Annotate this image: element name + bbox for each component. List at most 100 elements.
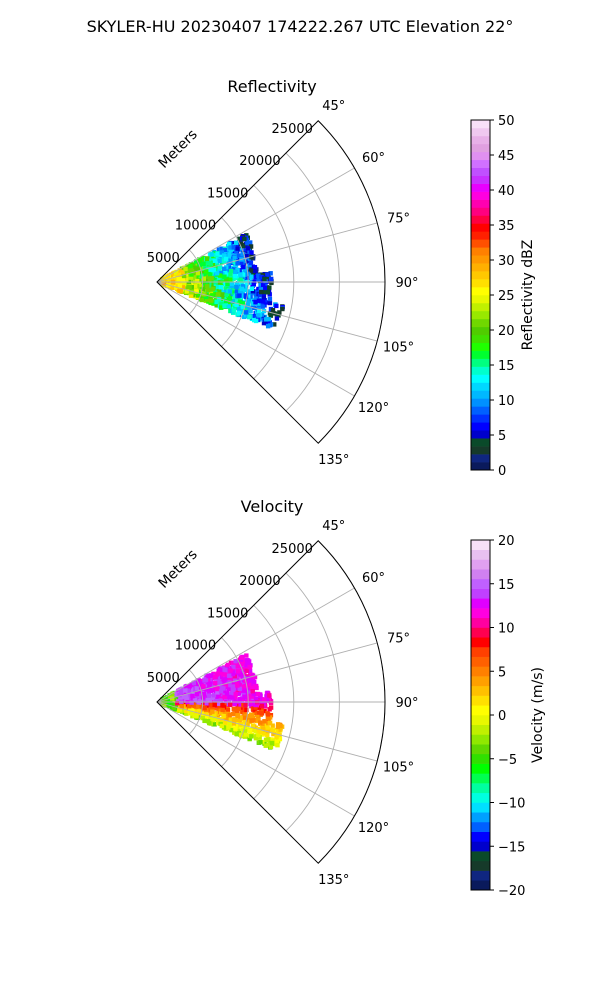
echo-gate [275,722,281,727]
echo-gate [234,731,240,737]
echo-gate [245,721,250,726]
echo-gate [208,673,214,678]
echo-gate [274,303,279,309]
echo-gate [225,662,231,668]
echo-gate [262,285,268,291]
echo-gate [195,686,200,691]
echo-gate [199,282,204,288]
echo-gate [228,296,233,301]
echo-gate [231,245,237,250]
echo-gate [270,308,276,313]
echo-gate [251,268,256,274]
echo-gate [259,312,265,317]
echo-gate [264,300,269,305]
colorbar-swatch [471,382,490,391]
velocity-colorbar: −20 −15 −10 −5 0 5 10 15 20 [470,534,525,899]
echo-gate [249,686,254,691]
colorbar-swatch [471,127,490,137]
echo-gate [226,673,232,678]
echo-gate [201,684,206,689]
echo-gate [216,280,221,285]
angle-tick-label: 90° [395,276,418,291]
echo-gate [238,241,244,246]
echo-gate [259,274,264,280]
colorbar-tick-label: 10 [498,622,515,637]
echo-gate [238,657,244,663]
echo-gate [230,711,236,717]
echo-gate [251,281,256,287]
echo-gate [220,292,225,297]
echo-gate [246,686,251,692]
echo-gate [278,726,283,731]
echo-gate [256,308,262,314]
echo-gate [189,700,194,705]
echo-gate [191,703,197,708]
colorbar-tick-label: −20 [498,884,525,899]
echo-gate [206,678,211,683]
echo-gate [197,710,203,716]
echo-gate [260,304,265,309]
echo-gate [207,684,212,689]
echo-gate [194,273,199,278]
echo-gate [261,730,266,736]
echo-gate [237,698,242,703]
colorbar-swatch [471,135,490,145]
echo-gate [209,298,214,303]
echo-gate [258,729,263,735]
echo-gate [266,742,271,747]
echo-gate [165,700,171,706]
colorbar-swatch [471,422,490,431]
echo-gate [176,272,182,277]
echo-gate [181,701,187,706]
echo-gate [242,267,248,272]
echo-gate [261,315,266,320]
echo-gate [266,275,271,280]
colorbar-tick-label: 45 [498,149,515,164]
echo-gate [264,694,269,699]
echo-gate [221,688,227,694]
echo-gate [212,702,217,707]
colorbar-swatch [471,223,490,232]
echo-gate [232,260,237,265]
echo-gate [191,680,197,686]
echo-gate [200,710,205,716]
echo-gate [192,283,198,288]
echo-gate [245,246,251,251]
echo-gate [214,299,219,305]
echo-gate [267,720,273,725]
echo-gate [254,712,260,718]
echo-gate [222,268,228,274]
echo-gate [239,310,244,315]
echo-gate [222,303,227,309]
echo-gate [263,317,269,322]
echo-gate [204,297,210,302]
echo-gate [174,283,179,289]
echo-gate [209,712,214,718]
echo-gate [227,694,232,700]
echo-gate [181,273,187,279]
echo-gate [211,255,216,261]
colorbar-swatch [471,398,490,407]
echo-gate [267,285,272,290]
echo-gate [278,723,283,729]
echo-gate [203,294,209,300]
echo-gate [218,698,223,703]
colorbar-tick-label: −10 [498,797,525,812]
colorbar-swatch [471,414,490,423]
reflectivity-echo-field [160,233,285,329]
echo-gate [247,668,253,673]
echo-gate [246,675,251,681]
echo-gate [200,695,206,700]
echo-gate [218,271,224,276]
echo-gate [248,260,254,266]
echo-gate [216,267,222,272]
echo-gate [230,299,235,304]
echo-gate [246,294,251,299]
colorbar-swatch [471,326,490,336]
echo-gate [240,726,245,731]
echo-gate [242,728,248,733]
echo-gate [221,686,226,691]
angle-tick-label: 135° [318,873,349,888]
echo-gate [193,259,199,264]
echo-gate [214,672,220,677]
